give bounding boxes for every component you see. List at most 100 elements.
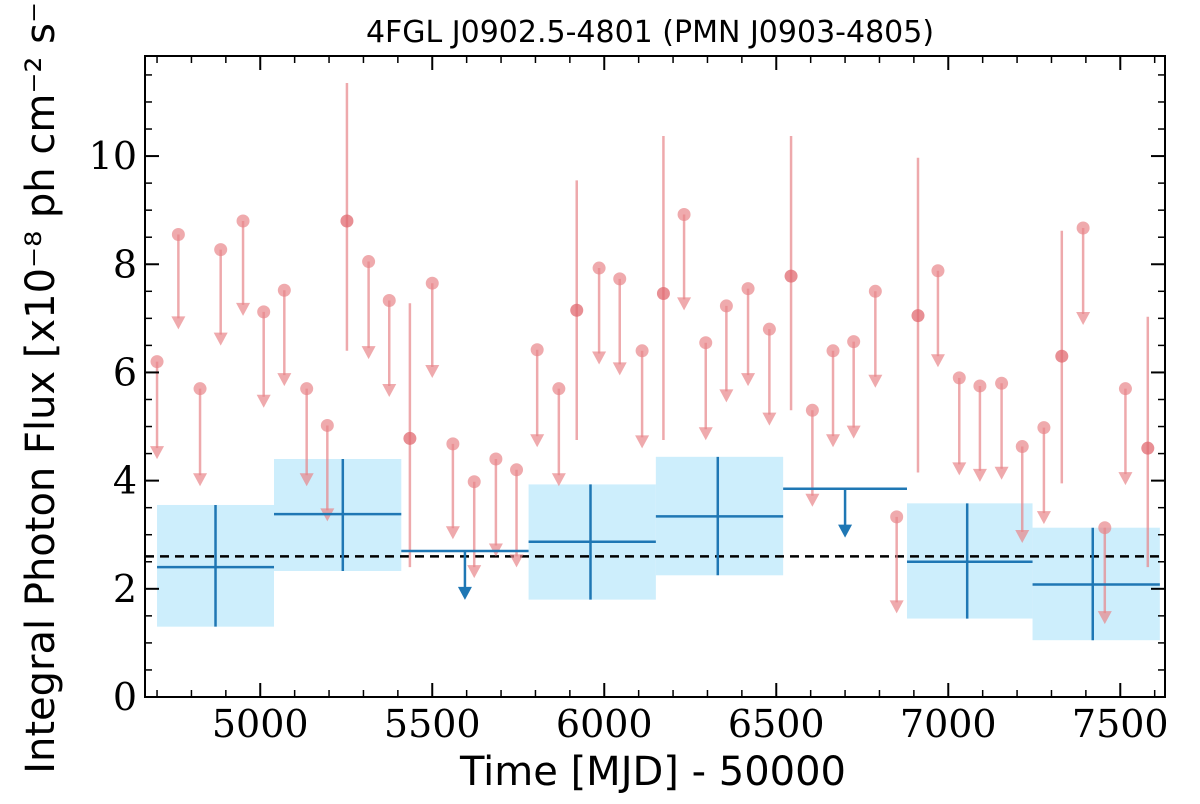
upper-limit-arrow [952, 462, 967, 476]
upper-limit-point [868, 284, 882, 298]
detection-point [570, 303, 584, 317]
upper-limit-arrow [382, 383, 397, 397]
upper-limit-arrow [509, 554, 524, 568]
detection-point [1141, 441, 1155, 455]
upper-limit-point [300, 382, 314, 396]
upper-limit-arrow [551, 473, 566, 487]
upper-limit-point [214, 243, 228, 257]
upper-limit-arrow [299, 473, 314, 487]
upper-limit-point [931, 264, 945, 278]
upper-limit-point [699, 336, 713, 350]
upper-limit-arrow [171, 316, 186, 330]
upper-limit-arrow [868, 374, 883, 388]
upper-limit-point [320, 418, 334, 432]
upper-limit-point [741, 282, 755, 296]
upper-limit-point [677, 207, 691, 221]
upper-limit-arrow [1097, 611, 1112, 625]
upper-limit-point [847, 335, 861, 349]
upper-limit-point [277, 283, 291, 297]
upper-limit-arrow [719, 389, 734, 403]
long-bin-series [157, 456, 1160, 641]
plot-frame [144, 55, 1166, 698]
detection-point [403, 431, 417, 445]
upper-limit-arrow [846, 425, 861, 439]
upper-limit-arrow [236, 302, 251, 316]
upper-limit-arrow [805, 493, 820, 507]
upper-limit-point [635, 344, 649, 358]
upper-limit-point [510, 463, 524, 477]
x-tick-label: 7500 [1072, 702, 1169, 746]
y-axis-title: Integral Photon Flux [x10⁻⁸ ph cm⁻² s⁻¹] [18, 0, 64, 774]
upper-limit-arrow [193, 473, 208, 487]
y-tick-label: 6 [113, 350, 137, 394]
upper-limit-point [425, 276, 439, 290]
upper-limit-arrow [635, 435, 650, 449]
upper-limit-point [171, 228, 185, 242]
upper-limit-arrow [1015, 530, 1030, 544]
detection-point [656, 286, 670, 300]
y-tick-label: 0 [113, 675, 137, 719]
detection-point [911, 309, 925, 323]
upper-limit-point [257, 305, 271, 319]
upper-limit-point [489, 452, 503, 466]
x-tick-label: 7000 [900, 702, 997, 746]
upper-limit-point [995, 376, 1009, 390]
upper-limit-arrow [592, 351, 607, 365]
upper-limit-arrow [826, 434, 841, 448]
x-tick-label: 6000 [556, 702, 653, 746]
upper-limit-arrow [150, 446, 165, 460]
upper-limit-arrow [930, 354, 945, 368]
detection-point [1055, 349, 1069, 363]
upper-limit-arrow [1118, 472, 1133, 486]
upper-limit-point [150, 355, 164, 369]
upper-limit-point [805, 403, 819, 417]
axis-ticks: 5000 5500 6000 6500 7000 7500 0 2 4 6 8 10 [89, 56, 1169, 746]
upper-limit-point [552, 382, 566, 396]
x-tick-label: 5000 [212, 702, 309, 746]
upper-limit-point [890, 510, 904, 524]
long-bin-upper-limit-arrow [838, 524, 853, 538]
upper-limit-point [530, 343, 544, 357]
upper-limit-point [1118, 382, 1132, 396]
upper-limit-arrow [445, 526, 460, 540]
upper-limit-point [1037, 421, 1051, 435]
upper-limit-arrow [698, 427, 713, 441]
upper-limit-point [236, 214, 250, 228]
y-tick-label: 10 [89, 134, 137, 178]
upper-limit-arrow [1036, 511, 1051, 525]
upper-limit-point [592, 261, 606, 275]
upper-limit-point [446, 437, 460, 451]
upper-limit-arrow [467, 565, 482, 579]
upper-limit-point [613, 272, 627, 286]
upper-limit-point [1076, 221, 1090, 235]
upper-limit-arrow [612, 362, 627, 376]
upper-limit-point [1015, 440, 1029, 454]
detection-point [340, 214, 354, 228]
y-tick-label: 2 [113, 567, 137, 611]
upper-limit-point [762, 322, 776, 336]
upper-limit-arrow [677, 297, 692, 311]
upper-limit-arrow [361, 346, 376, 360]
y-tick-label: 4 [113, 459, 137, 503]
chart-title: 4FGL J0902.5-4801 (PMN J0903-4805) [366, 15, 934, 50]
upper-limit-arrow [972, 468, 987, 482]
upper-limit-arrow [425, 365, 440, 379]
upper-limit-point [193, 382, 207, 396]
upper-limit-point [1098, 521, 1112, 535]
upper-limit-arrow [213, 332, 228, 346]
plot-axes [144, 55, 1166, 698]
upper-limit-point [973, 379, 987, 393]
upper-limit-arrow [1076, 312, 1091, 326]
upper-limit-point [362, 255, 376, 269]
x-tick-label: 6500 [728, 702, 825, 746]
upper-limit-point [382, 293, 396, 307]
x-tick-label: 5500 [384, 702, 481, 746]
upper-limit-point [467, 475, 481, 489]
long-bin-upper-limit-arrow [457, 586, 472, 600]
upper-limit-point [719, 299, 733, 313]
upper-limit-arrow [994, 466, 1009, 480]
y-tick-label: 8 [113, 242, 137, 286]
x-axis-title: Time [MJD] - 50000 [459, 749, 846, 795]
upper-limit-arrow [762, 412, 777, 426]
